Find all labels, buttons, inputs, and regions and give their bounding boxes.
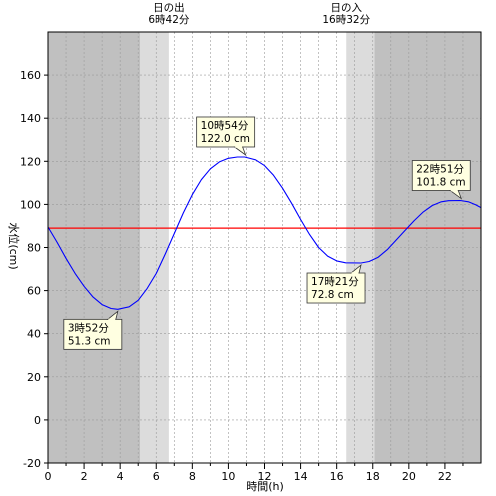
- x-tick-label: 0: [45, 470, 52, 483]
- callout-value: 72.8 cm: [311, 289, 354, 301]
- sun-event-label: 日の入: [330, 2, 362, 14]
- callout-time: 3時52分: [68, 322, 110, 334]
- callout-box: [63, 318, 123, 350]
- y-axis-label: 水位(cm): [7, 222, 21, 269]
- callout-box: [411, 160, 471, 191]
- x-tick-label: 14: [294, 470, 308, 483]
- callout-box: [196, 116, 256, 148]
- x-tick-label: 8: [189, 470, 196, 483]
- sun-event-label: 日の出: [153, 1, 185, 14]
- y-tick-label: 0: [34, 414, 41, 427]
- y-tick-label: 80: [27, 242, 41, 255]
- callout-time: 10時54分: [201, 120, 249, 132]
- y-tick-label: 160: [20, 69, 41, 82]
- x-tick-label: 4: [117, 470, 124, 483]
- sun-event-time: 16時32分: [322, 14, 370, 26]
- x-tick-label: 12: [258, 470, 272, 483]
- callout-value: 51.3 cm: [68, 335, 111, 347]
- axes: 0 2 4 6 8 10 12 14 16 18 20 22 -20 0 20 40 60 80 100 120 140…: [20, 31, 482, 483]
- y-tick-label: 60: [27, 285, 41, 298]
- sun-event-time: 6時42分: [148, 14, 190, 26]
- x-axis-label: 時間(h): [246, 480, 284, 493]
- callout-time: 17時21分: [311, 276, 359, 288]
- x-tick-label: 20: [402, 470, 416, 483]
- x-tick-label: 10: [221, 470, 235, 483]
- y-tick-label: 20: [27, 371, 41, 384]
- x-tick-label: 22: [438, 470, 452, 483]
- x-tick-label: 6: [153, 470, 160, 483]
- tide-level-line: [47, 156, 482, 310]
- x-tick-label: 2: [81, 470, 88, 483]
- y-tick-label: 140: [20, 112, 41, 125]
- callout-time: 22時51分: [416, 164, 464, 176]
- x-tick-label: 16: [330, 470, 344, 483]
- y-tick-label: 40: [27, 328, 41, 341]
- y-tick-label: 120: [20, 155, 41, 168]
- y-tick-label: -20: [23, 457, 41, 470]
- callout-box: [306, 272, 366, 304]
- y-tick-label: 100: [20, 198, 41, 211]
- x-tick-label: 18: [366, 470, 380, 483]
- callout-value: 122.0 cm: [201, 133, 250, 145]
- callout-value: 101.8 cm: [416, 177, 465, 189]
- series-layer: [47, 156, 482, 310]
